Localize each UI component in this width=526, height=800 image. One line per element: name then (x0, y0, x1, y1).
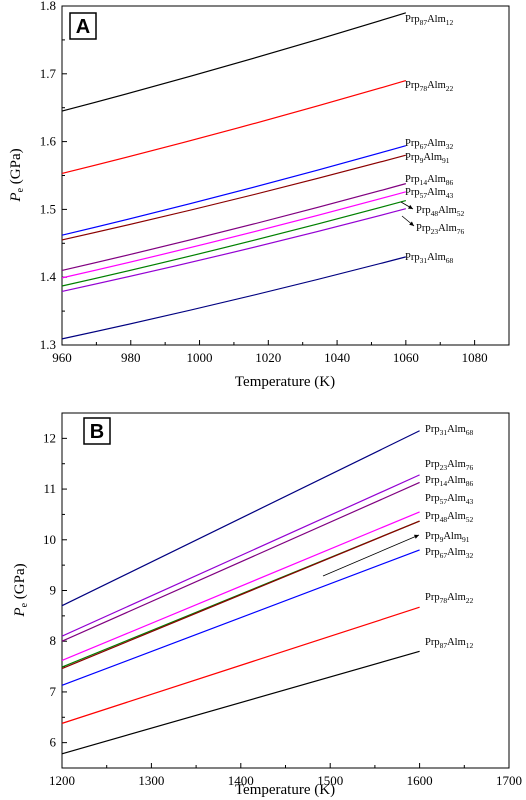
panel-b-series-line-prp9alm91 (61, 520, 420, 670)
panel-a-series-label-prp57alm43: Prp57Alm43 (405, 187, 454, 200)
panel-b-series-label-prp48alm52: Prp48Alm52 (425, 511, 474, 524)
panel-b-series-line-prp31alm68 (61, 430, 420, 607)
panel-b-y-tick-label: 9 (50, 583, 57, 598)
panel-b-annotation-arrow (322, 534, 420, 577)
panel-b-letter-box: B (83, 417, 111, 445)
panel-b-y-tick-label: 12 (43, 430, 56, 445)
panel-b-letter: B (90, 421, 104, 443)
panel-a-series-line-prp57alm43 (61, 191, 407, 279)
panel-a-series-label-prp87alm12: Prp87Alm12 (405, 14, 454, 27)
panel-a-series-label-prp78alm22: Prp78Alm22 (405, 80, 454, 93)
panel-a-y-tick-label: 1.5 (40, 201, 56, 216)
panel-b-x-tick-label: 1400 (228, 773, 254, 788)
panel-a-y-tick-label: 1.3 (40, 337, 56, 352)
panel-b-x-tick-label: 1300 (138, 773, 164, 788)
panel-b-series-label-prp87alm12: Prp87Alm12 (425, 637, 474, 650)
panel-a-y-tick-label: 1.7 (40, 66, 57, 81)
panel-b-series-label-prp23alm76: Prp23Alm76 (425, 459, 474, 472)
panel-b-series-line-prp67alm32 (61, 549, 420, 686)
panel-a-y-tick-label: 1.4 (40, 269, 57, 284)
panel-a-series-line-prp87alm12 (61, 12, 407, 112)
panel-a-x-tick-label: 1080 (462, 350, 488, 365)
panel-a-series-line-prp9alm91 (61, 154, 407, 241)
panel-a-y-tick-label: 1.6 (40, 134, 57, 149)
panel-b-series-label-prp57alm43: Prp57Alm43 (425, 493, 474, 506)
panel-a-y-axis-title: Pe (GPa) (8, 148, 26, 202)
panel-b-series-line-prp14alm86 (61, 481, 420, 642)
panel-a-x-tick-label: 1040 (324, 350, 350, 365)
panel-a-x-tick-label: 1060 (393, 350, 419, 365)
panel-a-chart: 960 980 1000 1020 1040 1060 1080 1.3 1.4 1.5 1.6 1.… (8, 0, 510, 390)
panel-b-series-line-prp57alm43 (61, 511, 420, 662)
panel-a-series-line-prp14alm86 (61, 183, 407, 272)
panel-b-y-tick-label: 7 (50, 684, 57, 699)
panel-a-series-label-prp23alm76: Prp23Alm76 (416, 223, 465, 236)
panel-b-y-tick-label: 11 (43, 481, 56, 496)
panel-a-y-tick-label: 1.8 (40, 0, 56, 13)
panel-a-series-label-prp14alm86: Prp14Alm86 (405, 174, 454, 187)
panel-b-series-lines (61, 430, 420, 755)
panel-a-series-line-prp23alm76 (61, 208, 406, 293)
panel-b-chart: 1200 1300 1400 1500 1600 1700 6 7 8 9 10 11 12 Prp31… (12, 412, 522, 798)
panel-b-axes: 1200 1300 1400 1500 1600 1700 6 7 8 9 10 11 12 (43, 430, 522, 788)
panel-b-series-label-prp9alm91: Prp9Alm91 (425, 531, 470, 544)
panel-b-series-line-prp87alm12 (61, 650, 420, 755)
panel-a-series-label-prp9alm91: Prp9Alm91 (405, 152, 450, 165)
panel-b-y-tick-label: 10 (43, 532, 56, 547)
panel-b-annotation-arrowhead (414, 534, 419, 539)
panel-a-series-line-prp31alm68 (61, 256, 406, 340)
panel-b-x-tick-label: 1200 (49, 773, 75, 788)
panel-a-letter: A (76, 16, 90, 38)
panel-a-series-line-prp48alm52 (61, 200, 407, 287)
panel-a-series-lines (61, 12, 407, 340)
panel-a-annotation-arrowhead (408, 204, 413, 209)
panel-a-x-tick-label: 1020 (255, 350, 281, 365)
panel-a-x-tick-label: 960 (52, 350, 72, 365)
panel-b-y-tick-label: 8 (50, 633, 57, 648)
panel-a-annotation-arrowhead (409, 221, 414, 226)
panel-a-series-label-prp48alm52: Prp48Alm52 (416, 205, 465, 218)
panel-a-x-axis-title: Temperature (K) (235, 374, 335, 390)
panel-a-series-line-prp78alm22 (61, 80, 407, 175)
panel-a-series-label-prp67alm32: Prp67Alm32 (405, 138, 454, 151)
panel-b-x-axis-title: Temperature (K) (235, 782, 335, 798)
panel-a-letter-box: A (69, 12, 97, 40)
panel-b-series-labels: Prp31Alm68 Prp23Alm76 Prp14Alm86 Prp57Alm43… (322, 424, 474, 650)
panel-a-x-tick-label: 980 (121, 350, 141, 365)
panel-b-y-axis-title: Pe (GPa) (12, 563, 30, 617)
panel-b-x-tick-label: 1600 (407, 773, 433, 788)
panel-b-series-label-prp78alm22: Prp78Alm22 (425, 592, 474, 605)
panel-a-axes: 960 980 1000 1020 1040 1060 1080 1.3 1.4 1.5 1.6 1.… (40, 0, 488, 365)
panel-a-series-label-prp31alm68: Prp31Alm68 (405, 252, 454, 265)
panel-a-x-tick-label: 1000 (187, 350, 213, 365)
panel-b-series-label-prp14alm86: Prp14Alm86 (425, 475, 474, 488)
panel-b-series-label-prp31alm68: Prp31Alm68 (425, 424, 474, 437)
panel-b-series-line-prp78alm22 (61, 606, 420, 724)
panel-b-x-tick-label: 1700 (496, 773, 522, 788)
panel-a-series-line-prp67alm32 (61, 145, 407, 236)
panel-b-y-tick-label: 6 (50, 735, 57, 750)
panel-b-x-tick-label: 1500 (317, 773, 343, 788)
panel-b-series-label-prp67alm32: Prp67Alm32 (425, 547, 474, 560)
panel-b-series-line-prp23alm76 (61, 474, 420, 637)
